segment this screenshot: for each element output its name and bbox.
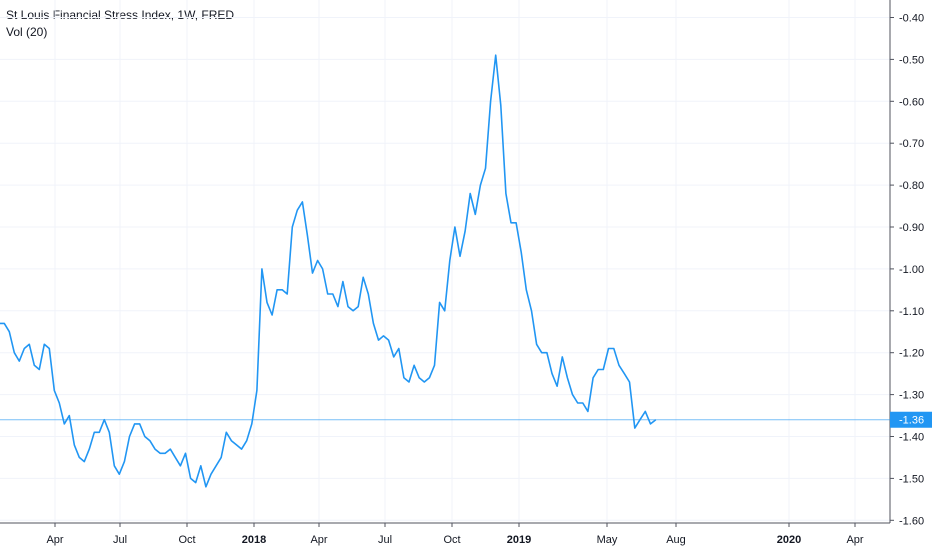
grid-lines xyxy=(0,0,890,523)
y-axis[interactable]: -0.40 -0.50 -0.60 -0.70 -0.80 -0.90 -1.00 -1.10… xyxy=(890,13,924,528)
y-tick-label: -1.40 xyxy=(899,432,924,444)
y-tick-label: -0.40 xyxy=(899,13,924,25)
x-tick-label: Jul xyxy=(113,534,127,546)
x-tick-label: Aug xyxy=(666,534,686,546)
y-tick-label: -0.50 xyxy=(899,54,924,66)
x-tick-label: 2019 xyxy=(507,534,531,546)
y-tick-label: -1.50 xyxy=(899,473,924,485)
x-tick-label: May xyxy=(597,534,618,546)
y-tick-label: -0.60 xyxy=(899,96,924,108)
y-tick-label: -0.90 xyxy=(899,222,924,234)
x-tick-label: 2018 xyxy=(242,534,266,546)
x-tick-label: Oct xyxy=(443,534,460,546)
y-tick-label: -0.70 xyxy=(899,138,924,150)
y-tick-label: -1.60 xyxy=(899,515,924,527)
y-tick-label: -1.30 xyxy=(899,390,924,402)
y-tick-label: -1.00 xyxy=(899,264,924,276)
x-tick-label: 2020 xyxy=(777,534,801,546)
y-tick-label: -1.10 xyxy=(899,306,924,318)
last-value-text: -1.36 xyxy=(899,415,924,427)
last-value-label: -1.36 xyxy=(890,411,932,428)
last-value-badge xyxy=(890,411,932,428)
x-tick-label: Oct xyxy=(178,534,195,546)
x-tick-label: Jul xyxy=(378,534,392,546)
x-tick-label: Apr xyxy=(846,534,863,546)
y-tick-label: -0.80 xyxy=(899,180,924,192)
x-tick-label: Apr xyxy=(310,534,327,546)
series-line xyxy=(0,54,657,488)
y-tick-label: -1.20 xyxy=(899,348,924,360)
x-axis[interactable]: Apr Jul Oct 2018 Apr Jul Oct 2019 May Aug 2020 Apr xyxy=(46,523,864,546)
x-tick-label: Apr xyxy=(46,534,63,546)
volume-indicator-label[interactable]: Vol (20) xyxy=(6,25,48,39)
